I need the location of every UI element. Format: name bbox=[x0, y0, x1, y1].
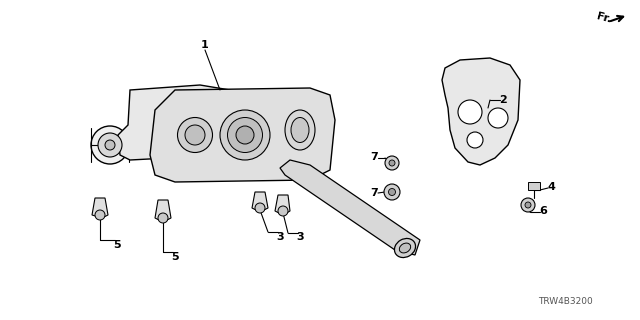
Circle shape bbox=[158, 213, 168, 223]
Text: 1: 1 bbox=[201, 40, 209, 50]
Circle shape bbox=[488, 108, 508, 128]
Polygon shape bbox=[280, 160, 420, 255]
Ellipse shape bbox=[177, 117, 212, 153]
Polygon shape bbox=[155, 200, 171, 222]
Polygon shape bbox=[275, 195, 290, 215]
Circle shape bbox=[458, 100, 482, 124]
Circle shape bbox=[278, 206, 288, 216]
Text: 7: 7 bbox=[370, 188, 378, 198]
Circle shape bbox=[255, 203, 265, 213]
Polygon shape bbox=[528, 182, 540, 190]
Text: TRW4B3200: TRW4B3200 bbox=[538, 298, 593, 307]
Text: 7: 7 bbox=[370, 152, 378, 162]
Ellipse shape bbox=[98, 133, 122, 157]
Circle shape bbox=[525, 202, 531, 208]
Polygon shape bbox=[442, 58, 520, 165]
Ellipse shape bbox=[291, 117, 309, 142]
Ellipse shape bbox=[220, 110, 270, 160]
Ellipse shape bbox=[227, 117, 262, 153]
Polygon shape bbox=[118, 85, 240, 160]
Ellipse shape bbox=[399, 243, 411, 253]
Text: 5: 5 bbox=[171, 252, 179, 262]
Circle shape bbox=[521, 198, 535, 212]
Circle shape bbox=[467, 132, 483, 148]
Ellipse shape bbox=[91, 126, 129, 164]
Text: 3: 3 bbox=[296, 232, 304, 242]
Circle shape bbox=[95, 210, 105, 220]
Text: 6: 6 bbox=[539, 206, 547, 216]
Circle shape bbox=[385, 156, 399, 170]
Polygon shape bbox=[150, 88, 335, 182]
Ellipse shape bbox=[185, 125, 205, 145]
Ellipse shape bbox=[285, 110, 315, 150]
Text: 5: 5 bbox=[113, 240, 121, 250]
Circle shape bbox=[384, 184, 400, 200]
Circle shape bbox=[389, 160, 395, 166]
Text: 3: 3 bbox=[276, 232, 284, 242]
Polygon shape bbox=[252, 192, 268, 212]
Text: Fr.: Fr. bbox=[595, 11, 612, 25]
Circle shape bbox=[388, 188, 396, 196]
Text: 2: 2 bbox=[499, 95, 507, 105]
Polygon shape bbox=[92, 198, 108, 218]
Text: 4: 4 bbox=[547, 182, 555, 192]
Ellipse shape bbox=[236, 126, 254, 144]
Ellipse shape bbox=[105, 140, 115, 150]
Ellipse shape bbox=[394, 238, 415, 258]
